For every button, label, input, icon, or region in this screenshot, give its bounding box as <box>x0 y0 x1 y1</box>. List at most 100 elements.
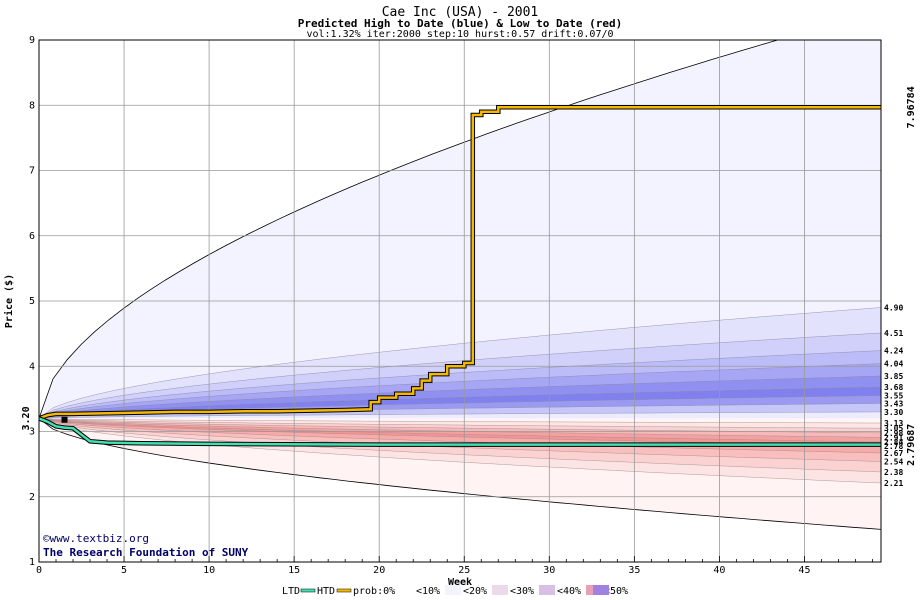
legend-bin-label: <10% <box>416 586 440 597</box>
band-end-label: 3.30 <box>884 408 903 417</box>
low-band <box>39 418 881 442</box>
x-tick-label: 15 <box>288 565 300 576</box>
low-band <box>39 418 881 483</box>
x-tick-label: 45 <box>798 565 810 576</box>
low-band-boundary <box>39 418 881 429</box>
legend-swatch <box>399 585 415 595</box>
high-band-boundary <box>39 307 881 419</box>
high-band <box>39 350 881 419</box>
legend-swatch <box>593 585 609 595</box>
legend-bin-label: <40% <box>557 586 581 597</box>
band-end-label: 4.90 <box>884 304 903 313</box>
high-band-boundary <box>39 40 780 419</box>
low-band-boundary <box>39 418 881 424</box>
y-tick-label: 2 <box>29 492 35 503</box>
low-band <box>39 418 881 433</box>
band-end-label: 2.54 <box>884 458 903 467</box>
high-band-boundary <box>39 350 881 419</box>
high-band-boundary <box>39 386 881 419</box>
x-tick-label: 0 <box>36 565 42 576</box>
band-end-label: 2.98 <box>884 429 903 438</box>
band-end-label: 2.84 <box>884 438 903 447</box>
x-axis-label: Week <box>448 577 472 588</box>
x-tick-label: 25 <box>458 565 470 576</box>
band-end-label: 2.21 <box>884 479 903 488</box>
high-band <box>39 395 881 419</box>
legend-bin-label: <50% <box>604 586 628 597</box>
legend-htd-swatch <box>336 588 352 593</box>
high-band-boundary <box>39 332 881 419</box>
y-tick-label: 9 <box>29 35 35 46</box>
band-end-label: 3.05 <box>884 424 903 433</box>
low-band <box>39 418 881 423</box>
low-band-boundary <box>39 418 881 454</box>
band-end-label: 3.13 <box>884 419 903 428</box>
band-end-label: 4.04 <box>884 360 903 369</box>
high-band-boundary <box>39 363 881 419</box>
ltd-line <box>39 417 881 446</box>
x-tick-label: 5 <box>121 565 127 576</box>
credit-foundation: The Research Foundation of SUNY <box>43 546 249 559</box>
x-tick-label: 10 <box>203 565 215 576</box>
low-band <box>39 418 881 429</box>
chart-subtitle: Predicted High to Date (blue) & Low to D… <box>298 17 623 30</box>
band-end-label: 2.67 <box>884 449 903 458</box>
high-band <box>39 363 881 419</box>
high-band <box>39 411 881 419</box>
low-band <box>39 418 881 438</box>
legend-ltd-swatch <box>300 588 316 593</box>
y-tick-label: 1 <box>29 557 35 568</box>
band-end-label: 3.55 <box>884 392 903 401</box>
band-end-label: 3.43 <box>884 399 903 408</box>
band-end-label: 2.78 <box>884 442 903 451</box>
low-band-boundary <box>39 418 881 462</box>
high-band-boundary <box>39 375 881 419</box>
band-end-label: 3.85 <box>884 372 903 381</box>
x-tick-label: 35 <box>628 565 640 576</box>
y-tick-label: 3 <box>29 427 35 438</box>
low-band <box>39 418 881 462</box>
legend-swatch <box>539 585 555 595</box>
chart-title: Cae Inc (USA) - 2001 <box>382 5 539 20</box>
probability-bands <box>39 40 881 530</box>
band-end-label: 2.91 <box>884 433 903 442</box>
y-tick-label: 6 <box>29 231 35 242</box>
x-tick-label: 30 <box>543 565 555 576</box>
band-end-label: 3.68 <box>884 383 903 392</box>
legend-swatch <box>492 585 508 595</box>
htd-line <box>39 105 881 420</box>
high-band-boundary <box>39 411 881 419</box>
legend-bin-label: <30% <box>510 586 534 597</box>
series-lines <box>39 104 881 447</box>
band-end-label: 4.24 <box>884 347 903 356</box>
low-band <box>39 418 881 472</box>
high-band <box>39 387 881 419</box>
low-band <box>39 418 881 530</box>
chart-params: vol:1.32% iter:2000 step:10 hurst:0.57 d… <box>306 29 613 40</box>
low-band-boundary <box>39 418 881 443</box>
legend-prob-label: prob:0% <box>353 586 395 597</box>
y-tick-label: 4 <box>29 361 35 372</box>
legend-ltd-label: LTD <box>282 586 300 597</box>
legend-swatch <box>445 585 461 595</box>
y-axis-label: Price ($) <box>3 274 15 328</box>
legend: LTD HTD prob:0% <10% <20% <30% <40% <50% <box>282 585 628 597</box>
legend-htd-label: HTD <box>317 586 335 597</box>
low-band <box>39 418 881 446</box>
legend-bin-label: <20% <box>463 586 487 597</box>
credit-site: ©www.textbiz.org <box>43 532 149 545</box>
x-tick-label: 40 <box>713 565 725 576</box>
low-band-boundary <box>39 418 881 473</box>
low-band-boundary <box>39 418 881 530</box>
start-marker <box>61 416 68 423</box>
band-end-label: 4.51 <box>884 329 903 338</box>
y-tick-label: 7 <box>29 166 35 177</box>
right-band-labels: 4.90 4.51 4.24 4.04 3.85 3.683.553.433.30 3.13… <box>884 304 903 489</box>
high-band <box>39 307 881 419</box>
plot-frame <box>38 39 882 563</box>
high-band <box>39 333 881 419</box>
y-tick-label: 5 <box>29 296 35 307</box>
htd-final-value: 7.96784 <box>906 86 917 128</box>
